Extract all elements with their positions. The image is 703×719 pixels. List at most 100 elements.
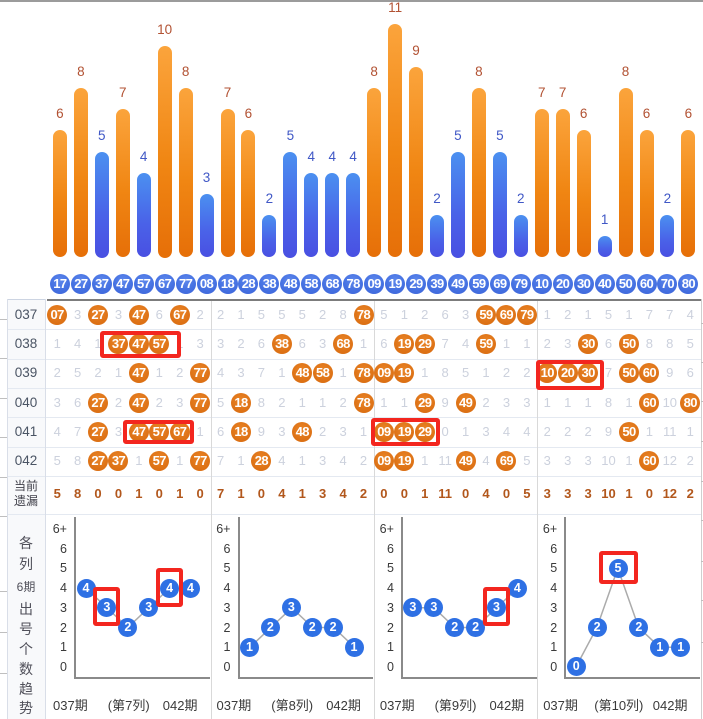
header-ball-69[interactable]: 69 bbox=[489, 274, 510, 294]
table-top-line bbox=[47, 298, 702, 301]
header-ball-37[interactable]: 37 bbox=[91, 274, 112, 294]
row-label-037: 037 bbox=[14, 306, 38, 322]
sidebar-label-char-4: 出 bbox=[19, 600, 33, 617]
bar-value-label-47: 7 bbox=[118, 85, 127, 101]
y-axis-label-4: 4 bbox=[60, 581, 67, 596]
header-ball-18[interactable]: 18 bbox=[217, 274, 238, 294]
y-axis-line bbox=[237, 517, 240, 678]
miss-count-040-50: 1 bbox=[625, 394, 633, 410]
y-axis-label-2: 2 bbox=[550, 620, 558, 635]
header-ball-70[interactable]: 70 bbox=[657, 274, 678, 294]
header-ball-10[interactable]: 10 bbox=[531, 274, 552, 294]
miss-count-041-58: 2 bbox=[319, 423, 327, 439]
header-ball-78[interactable]: 78 bbox=[343, 274, 364, 294]
omission-value-37: 0 bbox=[114, 486, 123, 502]
header-ball-47[interactable]: 47 bbox=[112, 274, 133, 294]
header-ball-50[interactable]: 50 bbox=[615, 274, 636, 294]
right-edge-tick bbox=[701, 441, 703, 442]
header-ball-17[interactable]: 17 bbox=[49, 274, 70, 294]
header-ball-29[interactable]: 29 bbox=[406, 274, 427, 294]
header-ball-57[interactable]: 57 bbox=[133, 274, 154, 294]
omission-value-39: 11 bbox=[438, 486, 453, 502]
header-ball-77[interactable]: 77 bbox=[175, 274, 196, 294]
header-ball-79[interactable]: 79 bbox=[510, 274, 531, 294]
miss-count-039-68: 1 bbox=[339, 365, 347, 381]
header-ball-38[interactable]: 38 bbox=[259, 274, 280, 294]
header-ball-39[interactable]: 39 bbox=[427, 274, 447, 294]
y-axis-label-1: 1 bbox=[223, 640, 231, 655]
header-ball-40[interactable]: 40 bbox=[594, 274, 615, 294]
miss-count-039-59: 1 bbox=[482, 365, 490, 381]
header-ball-48[interactable]: 48 bbox=[280, 274, 301, 294]
drawn-ball-040-29: 29 bbox=[414, 392, 435, 413]
x-axis-mid-label: (第10列) bbox=[594, 698, 644, 713]
miss-count-038-40: 6 bbox=[604, 335, 613, 351]
x-axis-start-label: 037期 bbox=[53, 698, 88, 713]
trend-point-4-1: 0 bbox=[566, 657, 586, 677]
header-ball-60[interactable]: 60 bbox=[636, 274, 657, 294]
miss-count-042-30: 3 bbox=[584, 453, 592, 469]
miss-count-041-30: 2 bbox=[584, 423, 592, 439]
bar-58 bbox=[304, 172, 319, 258]
y-axis-label-0: 0 bbox=[550, 659, 558, 674]
miss-count-039-17: 5 bbox=[73, 365, 82, 381]
header-ball-80[interactable]: 80 bbox=[678, 274, 699, 294]
header-ball-19[interactable]: 19 bbox=[385, 274, 406, 294]
miss-count-038-08: 3 bbox=[216, 335, 225, 351]
header-ball-20[interactable]: 20 bbox=[552, 274, 573, 294]
label-col-right-border bbox=[45, 299, 46, 719]
miss-count-039-18: 3 bbox=[237, 365, 245, 381]
drawn-ball-041-57: 57 bbox=[149, 421, 170, 442]
drawn-ball-042-60: 60 bbox=[639, 451, 660, 472]
row-separator-line bbox=[7, 329, 701, 331]
header-ball-67[interactable]: 67 bbox=[154, 274, 175, 294]
header-ball-49[interactable]: 49 bbox=[447, 274, 468, 294]
bar-28 bbox=[241, 130, 256, 258]
miss-count-037-30: 1 bbox=[584, 306, 592, 322]
header-ball-59[interactable]: 59 bbox=[468, 274, 489, 294]
miss-count-038-58: 3 bbox=[319, 335, 327, 351]
drawn-ball-039-48: 48 bbox=[292, 363, 313, 384]
miss-count-041-40: 9 bbox=[604, 423, 613, 439]
y-axis-label-5: 5 bbox=[386, 561, 394, 576]
left-edge-tick bbox=[0, 673, 7, 674]
right-edge-tick bbox=[701, 561, 703, 562]
miss-count-041-79: 4 bbox=[523, 423, 531, 439]
miss-count-038-78: 1 bbox=[359, 335, 368, 351]
bar-value-label-20: 7 bbox=[558, 85, 567, 101]
header-ball-08[interactable]: 08 bbox=[196, 274, 217, 294]
trend-point-3-3: 2 bbox=[445, 618, 465, 637]
y-axis-label-0: 0 bbox=[386, 659, 394, 674]
miss-count-038-70: 8 bbox=[666, 335, 674, 351]
omission-value-29: 1 bbox=[421, 486, 429, 502]
drawn-ball-038-59: 59 bbox=[476, 333, 497, 354]
header-ball-30[interactable]: 30 bbox=[573, 274, 594, 294]
header-ball-09[interactable]: 09 bbox=[364, 274, 385, 294]
y-axis-label-4: 4 bbox=[223, 581, 231, 596]
miss-count-038-09: 6 bbox=[380, 335, 388, 351]
miss-count-038-18: 2 bbox=[237, 335, 245, 351]
miss-count-040-58: 1 bbox=[319, 394, 327, 410]
miss-count-039-37: 1 bbox=[114, 365, 123, 381]
omission-value-58: 3 bbox=[319, 486, 327, 502]
header-ball-28[interactable]: 28 bbox=[238, 274, 259, 294]
y-axis-line bbox=[400, 517, 403, 678]
header-ball-27[interactable]: 27 bbox=[70, 274, 91, 294]
drawn-ball-039-19: 19 bbox=[394, 363, 415, 384]
drawn-ball-040-78: 78 bbox=[353, 392, 374, 413]
miss-count-042-10: 3 bbox=[543, 453, 551, 469]
trend-point-4-3: 5 bbox=[608, 558, 628, 578]
bar-49 bbox=[450, 151, 465, 258]
miss-count-037-29: 2 bbox=[421, 306, 429, 322]
trend-point-1-1: 4 bbox=[76, 578, 96, 598]
miss-count-037-80: 4 bbox=[686, 306, 694, 322]
right-edge-tick bbox=[701, 600, 703, 601]
miss-count-037-08: 2 bbox=[216, 306, 225, 322]
header-ball-58[interactable]: 58 bbox=[301, 274, 322, 294]
drawn-ball-039-10: 10 bbox=[537, 363, 558, 384]
drawn-ball-039-60: 60 bbox=[639, 363, 660, 384]
miss-count-037-28: 5 bbox=[257, 306, 265, 322]
header-ball-68[interactable]: 68 bbox=[322, 274, 343, 294]
drawn-ball-040-80: 80 bbox=[680, 392, 701, 413]
miss-count-041-17: 7 bbox=[73, 423, 82, 439]
